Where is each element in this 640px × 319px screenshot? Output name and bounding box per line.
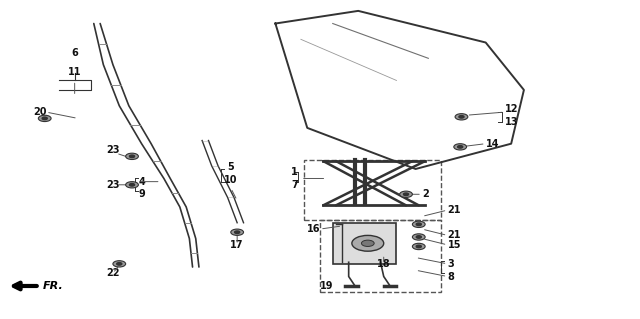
Text: 23: 23 (106, 145, 120, 155)
Text: 12: 12 (505, 104, 518, 114)
Text: 16: 16 (307, 224, 320, 234)
Circle shape (399, 191, 412, 197)
Text: 14: 14 (486, 139, 499, 149)
Circle shape (416, 236, 421, 238)
Text: 10: 10 (224, 175, 237, 185)
Text: 17: 17 (230, 240, 244, 250)
Circle shape (412, 243, 425, 250)
Text: 18: 18 (377, 259, 390, 269)
Bar (320, 219, 441, 292)
Circle shape (235, 231, 240, 234)
Text: 5: 5 (227, 162, 234, 172)
Text: 19: 19 (319, 281, 333, 291)
Circle shape (412, 221, 425, 227)
Text: 7: 7 (291, 180, 298, 190)
Circle shape (416, 223, 421, 226)
Circle shape (42, 117, 47, 120)
Text: 11: 11 (68, 67, 81, 77)
Text: 21: 21 (447, 230, 461, 241)
Text: 1: 1 (291, 167, 298, 177)
Text: 21: 21 (447, 205, 461, 215)
Circle shape (416, 245, 421, 248)
Circle shape (113, 261, 125, 267)
Circle shape (403, 193, 408, 196)
Text: 22: 22 (106, 268, 120, 278)
Text: 23: 23 (106, 180, 120, 190)
Circle shape (455, 114, 468, 120)
Text: 3: 3 (447, 259, 454, 269)
Circle shape (129, 183, 134, 186)
Circle shape (454, 144, 467, 150)
Circle shape (459, 115, 464, 118)
Circle shape (362, 240, 374, 247)
Text: 8: 8 (447, 271, 454, 281)
Bar (304, 160, 441, 219)
Text: 20: 20 (33, 107, 46, 117)
Text: 2: 2 (422, 189, 429, 199)
Text: 4: 4 (138, 177, 145, 187)
Text: 13: 13 (505, 116, 518, 127)
Circle shape (412, 234, 425, 240)
FancyBboxPatch shape (333, 223, 396, 264)
Circle shape (458, 145, 463, 148)
Circle shape (116, 263, 122, 265)
Text: 9: 9 (138, 189, 145, 199)
Circle shape (129, 155, 134, 158)
Text: 6: 6 (71, 48, 78, 58)
Circle shape (125, 182, 138, 188)
Circle shape (125, 153, 138, 160)
Circle shape (38, 115, 51, 122)
Circle shape (352, 235, 384, 251)
Circle shape (231, 229, 244, 235)
Text: FR.: FR. (43, 281, 63, 291)
Text: 15: 15 (447, 240, 461, 250)
